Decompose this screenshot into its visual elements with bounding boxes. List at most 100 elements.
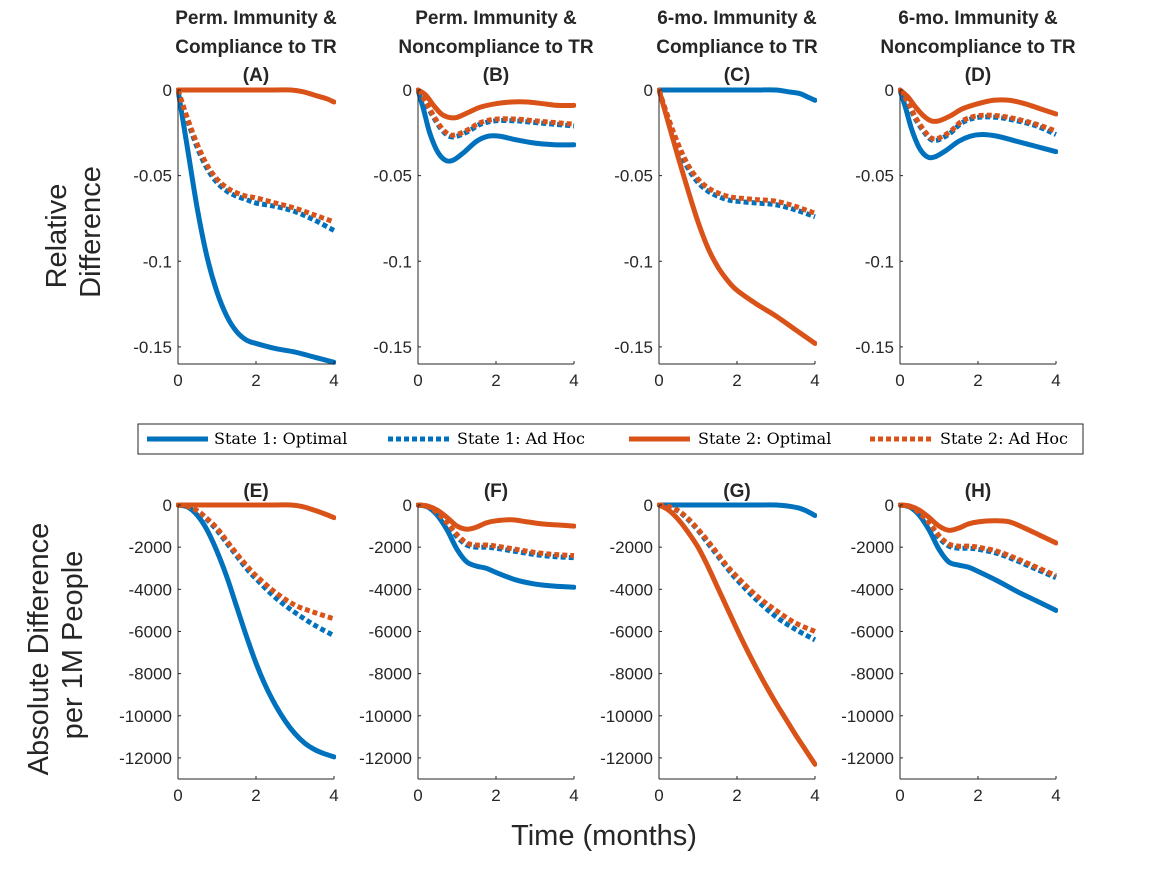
x-tick-label: 2 — [973, 786, 982, 805]
x-tick-label: 0 — [654, 786, 663, 805]
y-tick-label: -8000 — [851, 665, 894, 684]
series-state-1-optimal — [176, 502, 336, 760]
series-state-1-ad-hoc — [657, 89, 816, 220]
panel-title-line1: Perm. Immunity & — [175, 8, 337, 29]
y-tick-label: -6000 — [369, 622, 412, 641]
panel-a: Perm. Immunity &Compliance to TR(A)0 2 40-… — [133, 8, 338, 390]
x-tick-label: 2 — [732, 371, 741, 390]
series-group — [657, 502, 817, 767]
y-tick-label: -4000 — [369, 580, 412, 599]
panel-label: (D) — [965, 65, 991, 86]
panel-label: (F) — [484, 481, 508, 502]
ylabel-top-line1: Relative — [41, 184, 73, 289]
x-tick-label: 4 — [329, 371, 338, 390]
series-group — [416, 87, 576, 164]
y-tick-label: 0 — [163, 496, 172, 515]
y-tick-label: -8000 — [129, 665, 172, 684]
series-group — [898, 87, 1058, 161]
y-tick-label: 0 — [644, 81, 653, 100]
legend-item: State 2: Ad Hoc — [870, 429, 1068, 448]
y-tick-label: -12000 — [119, 749, 172, 768]
y-tick-label: -12000 — [359, 749, 412, 768]
y-tick-label: -0.05 — [855, 167, 894, 186]
y-tick-label: -2000 — [129, 538, 172, 557]
y-tick-label: -6000 — [610, 622, 653, 641]
series-group — [416, 502, 576, 590]
y-tick-label: -6000 — [129, 622, 172, 641]
ylabel-bottom-line2: per 1M People — [57, 551, 89, 740]
y-tick-label: 0 — [644, 496, 653, 515]
x-tick-label: 4 — [810, 371, 819, 390]
subplot-grid: Perm. Immunity &Compliance to TR(A)0 2 40-… — [119, 8, 1076, 805]
x-tick-label: 0 — [895, 371, 904, 390]
y-tick-label: -0.15 — [133, 338, 172, 357]
y-tick-label: -0.15 — [373, 338, 412, 357]
panel-title-line2: Compliance to TR — [656, 37, 818, 58]
ylabel-top-line2: Difference — [75, 166, 107, 298]
panel-title-line1: 6-mo. Immunity & — [898, 8, 1058, 29]
y-tick-label: 0 — [403, 496, 412, 515]
series-group — [176, 87, 336, 365]
legend-item: State 2: Optimal — [629, 429, 831, 448]
x-tick-label: 2 — [973, 371, 982, 390]
y-tick-label: -0.05 — [133, 167, 172, 186]
panel-label: (H) — [965, 481, 991, 502]
panel-g: (G) 0 2 4 0 -2000 -4000 -6000 -8000 -10000 -12000 — [600, 481, 820, 805]
y-tick-label: -0.05 — [614, 167, 653, 186]
panel-d: 6-mo. Immunity & Noncompliance to TR (D) 0 2… — [855, 8, 1076, 390]
y-tick-label: -8000 — [369, 665, 412, 684]
y-tick-label: 0 — [403, 81, 412, 100]
series-state-1-optimal — [657, 87, 817, 103]
y-tick-label: -12000 — [841, 749, 894, 768]
series-state-1-optimal — [416, 502, 576, 590]
y-tick-label: -0.1 — [624, 252, 653, 271]
panel-title-line1: Perm. Immunity & — [415, 8, 577, 29]
xlabel: Time (months) — [511, 820, 697, 852]
legend-box — [137, 423, 1084, 455]
y-tick-label: -6000 — [851, 622, 894, 641]
legend-label: State 1: Optimal — [214, 429, 347, 448]
y-tick-label: -0.15 — [614, 338, 653, 357]
series-group — [176, 502, 336, 760]
y-tick-label: -2000 — [610, 538, 653, 557]
x-tick-label: 4 — [810, 786, 819, 805]
y-tick-label: -0.1 — [143, 252, 172, 271]
series-state-1-optimal — [657, 502, 817, 519]
x-tick-label: 2 — [491, 786, 500, 805]
panel-title-line2: Compliance to TR — [175, 37, 337, 58]
x-tick-label: 4 — [1051, 786, 1060, 805]
series-state-2-ad-hoc — [416, 88, 575, 138]
y-tick-label: 0 — [885, 496, 894, 515]
series-state-2-ad-hoc — [176, 89, 335, 225]
y-tick-label: 0 — [885, 81, 894, 100]
legend-item: State 1: Ad Hoc — [388, 429, 585, 448]
panel-c: 6-mo. Immunity &Compliance to TR(C)0 2 40-… — [614, 8, 819, 390]
x-tick-label: 2 — [491, 371, 500, 390]
series-state-2-optimal — [176, 502, 336, 521]
ylabel-bottom: Absolute Difference per 1M People — [23, 515, 89, 776]
series-state-1-optimal — [416, 87, 576, 164]
y-tick-label: -0.15 — [855, 338, 894, 357]
legend-label: State 2: Ad Hoc — [940, 429, 1068, 448]
ylabel-top: Relative Difference — [41, 166, 107, 298]
x-tick-label: 2 — [732, 786, 741, 805]
legend-items: State 1: Optimal State 1: Ad Hoc State 2: … — [147, 429, 1068, 448]
y-tick-label: -10000 — [600, 707, 653, 726]
series-state-2-optimal — [657, 87, 817, 346]
y-tick-label: -4000 — [129, 580, 172, 599]
legend-item: State 1: Optimal — [147, 429, 347, 448]
y-tick-label: 0 — [163, 81, 172, 100]
y-tick-label: -0.05 — [373, 167, 412, 186]
x-tick-label: 4 — [329, 786, 338, 805]
series-state-2-optimal — [898, 502, 1058, 546]
series-state-2-optimal — [416, 87, 576, 121]
y-tick-label: -10000 — [359, 707, 412, 726]
legend-label: State 2: Optimal — [698, 429, 831, 448]
x-tick-label: 0 — [173, 371, 182, 390]
y-tick-label: -4000 — [610, 580, 653, 599]
series-state-2-ad-hoc — [417, 502, 575, 559]
legend: State 1: Optimal State 1: Ad Hoc State 2: … — [137, 423, 1084, 455]
series-state-1-optimal — [898, 87, 1058, 161]
y-tick-label: -12000 — [600, 749, 653, 768]
